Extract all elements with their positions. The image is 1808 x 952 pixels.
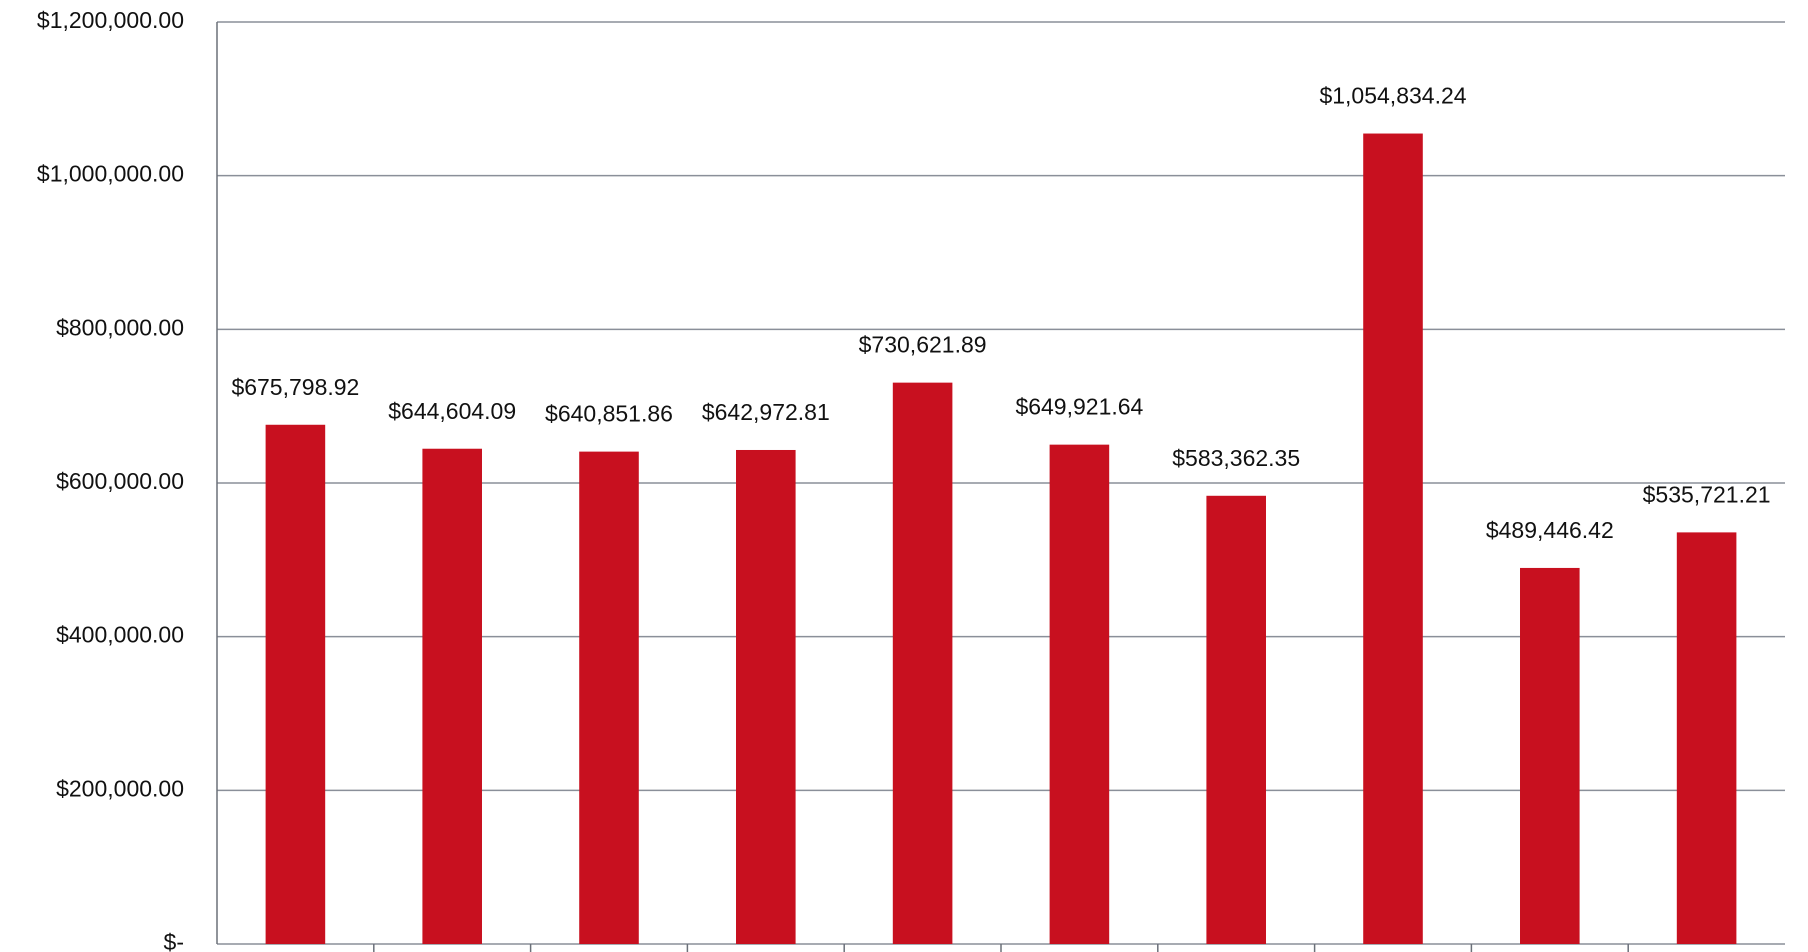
data-label: $730,621.89 xyxy=(859,332,987,358)
y-tick-label: $600,000.00 xyxy=(56,468,184,494)
bar xyxy=(579,452,639,944)
bar xyxy=(1363,134,1423,944)
data-label: $583,362.35 xyxy=(1172,445,1300,471)
y-tick-label: $400,000.00 xyxy=(56,622,184,648)
bar xyxy=(893,383,953,944)
bar xyxy=(1050,445,1110,944)
y-tick-label: $1,200,000.00 xyxy=(37,7,184,33)
bar xyxy=(1206,496,1266,944)
bar xyxy=(736,450,796,944)
data-label: $489,446.42 xyxy=(1486,517,1614,543)
bar xyxy=(266,425,326,944)
data-label: $535,721.21 xyxy=(1643,481,1771,507)
y-tick-label: $200,000.00 xyxy=(56,775,184,801)
chart: $- $200,000.00 $400,000.00 $600,000.00 $800,… xyxy=(0,0,1808,952)
bar xyxy=(1520,568,1580,944)
data-label: $642,972.81 xyxy=(702,399,830,425)
data-label: $675,798.92 xyxy=(231,374,359,400)
bar xyxy=(1677,532,1737,944)
data-label: $649,921.64 xyxy=(1015,394,1143,420)
y-tick-label: $- xyxy=(164,929,184,952)
bar xyxy=(422,449,482,944)
data-label: $644,604.09 xyxy=(388,398,516,424)
data-label: $640,851.86 xyxy=(545,401,673,427)
data-label: $1,054,834.24 xyxy=(1319,83,1466,109)
y-tick-label: $1,000,000.00 xyxy=(37,161,184,187)
y-tick-label: $800,000.00 xyxy=(56,314,184,340)
